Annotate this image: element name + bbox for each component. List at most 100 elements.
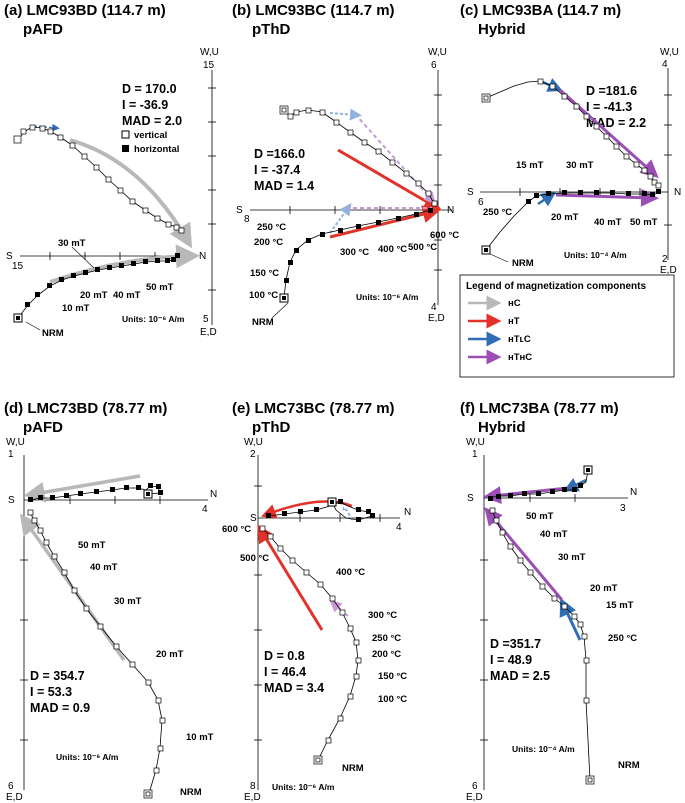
panel-d-units: Units: 10⁻⁶ A/m (56, 752, 119, 762)
panel-b-step-250c: 250 °C (257, 222, 286, 233)
panel-f-htlc-vertical-fit (559, 597, 582, 641)
panel-e-step-600c: 600 °C (222, 524, 251, 535)
panel-f-stat-mad: MAD = 2.5 (490, 669, 550, 683)
panel-e-right-value: 4 (396, 522, 402, 533)
panel-c-left-value: 6 (478, 197, 484, 208)
panel-e-stat-i: I = 46.4 (264, 665, 306, 679)
panel-d-hc-horizontal-fit (23, 474, 141, 503)
panel-c-horizontal-points (481, 189, 661, 255)
panel-d-step-30mt: 30 mT (114, 596, 142, 607)
panel-f-stat-d: D =351.7 (490, 637, 541, 651)
panel-d-stat-mad: MAD = 0.9 (30, 701, 90, 715)
panel-b-stat-mad: MAD = 1.4 (254, 179, 314, 193)
panel-b-bottom-value: 4 (431, 302, 437, 313)
filled-square-icon (122, 145, 129, 152)
panel-a-top-value: 15 (203, 60, 215, 71)
panel-c-stat-d: D =181.6 (586, 84, 637, 98)
panel-b-top-value: 6 (431, 60, 437, 71)
panel-f-step-15mt: 15 mT (606, 600, 634, 611)
panel-f-step-40mt: 40 mT (540, 529, 568, 540)
panel-b-right-label: N (447, 205, 454, 216)
panel-e-up-label: W,U (244, 437, 263, 448)
panel-e-step-300c: 300 °C (368, 610, 397, 621)
panel-f-stat-i: I = 48.9 (490, 653, 532, 667)
panel-c-vertical-points (481, 78, 662, 189)
panel-e: (e) LMC73BC (78.77 m) pThD W,U 2 S N 4 8… (222, 400, 411, 803)
panel-a-method: pAFD (23, 21, 63, 38)
panel-e-vertical-path (261, 527, 359, 761)
panel-c-bottom-value: 2 (662, 254, 668, 265)
panel-a-bottom-value: 5 (203, 314, 209, 325)
panel-a-step-20mt: 20 mT (80, 290, 108, 301)
panel-f: (f) LMC73BA (78.77 m) Hybrid W,U 1 S N 3… (460, 400, 640, 803)
panel-d-vertical-points (27, 509, 166, 799)
panel-e-bottom-value: 8 (250, 781, 256, 792)
component-legend: Legend of magnetization components ʜC ʜT… (459, 274, 675, 378)
panel-e-left-label: S (250, 513, 257, 524)
panel-a-step-10mt: 10 mT (62, 303, 90, 314)
panel-b-step-600c: 600 °C (430, 230, 459, 241)
panel-b-left-label: S (236, 205, 243, 216)
panel-e-stat-mad: MAD = 3.4 (264, 681, 324, 695)
panel-e-step-nrm: NRM (342, 763, 364, 774)
panel-d-step-20mt: 20 mT (156, 649, 184, 660)
panel-b-blue-dashed-horizontal (329, 203, 352, 234)
panel-a-vertical-path (17, 126, 182, 231)
panel-a-left-value: 15 (12, 261, 24, 272)
panel-d-top-value: 1 (8, 449, 14, 460)
panel-c: (c) LMC93BA (114.7 m) Hybrid W,U 4 S 6 N… (460, 2, 681, 276)
legend-vertical-label: vertical (134, 130, 167, 141)
panel-d-step-nrm: NRM (180, 787, 202, 798)
panel-d-horizontal-points (28, 483, 163, 502)
panel-c-units: Units: 10⁻⁴ A/m (564, 250, 627, 260)
panel-b-blue-dashed-vertical (329, 108, 362, 121)
panel-a-left-label: S (6, 251, 13, 262)
panel-a-step-30mt: 30 mT (58, 238, 86, 249)
panel-d-step-50mt: 50 mT (78, 540, 106, 551)
panel-e-blue-dashed-horizontal (342, 506, 353, 521)
panel-d-right-label: N (210, 489, 217, 500)
panel-d-bottom-value: 6 (8, 781, 14, 792)
legend-title: Legend of magnetization components (466, 281, 646, 292)
panel-b-purple-dashed-vertical (354, 113, 437, 205)
panel-f-vertical-path (491, 509, 591, 781)
panel-a-stat-d: D = 170.0 (122, 82, 177, 96)
panel-d-stat-i: I = 53.3 (30, 685, 72, 699)
panel-b-method: pThD (252, 21, 290, 38)
panel-d-up-label: W,U (6, 437, 25, 448)
panel-b-down-label: E,D (428, 313, 445, 324)
panel-f-method: Hybrid (478, 419, 526, 436)
panel-f-left-label: S (467, 493, 474, 504)
panel-c-step-250c: 250 °C (483, 207, 512, 218)
panel-c-step-nrm: NRM (512, 258, 534, 269)
panel-a: (a) LMC93BD (114.7 m) pAFD W,U 15 S 15 N… (4, 2, 219, 339)
panel-c-step-15mt: 15 mT (516, 160, 544, 171)
panel-b-step-100c: 100 °C (249, 290, 278, 301)
panel-b-step-300c: 300 °C (340, 247, 369, 258)
panel-b-left-value: 8 (244, 214, 250, 225)
panel-a-down-label: E,D (200, 327, 217, 338)
panel-f-hthc-horizontal-fit (483, 486, 569, 505)
panel-c-step-40mt: 40 mT (594, 217, 622, 228)
panel-f-title: (f) LMC73BA (78.77 m) (460, 400, 619, 417)
panel-a-step-40mt: 40 mT (113, 290, 141, 301)
panel-e-stat-d: D = 0.8 (264, 649, 305, 663)
panel-c-left-label: S (467, 187, 474, 198)
panel-f-step-50mt: 50 mT (526, 511, 554, 522)
panel-e-ht-horizontal-fit (260, 500, 353, 519)
panel-c-step-20mt: 20 mT (551, 212, 579, 223)
panel-b-title: (b) LMC93BC (114.7 m) (232, 2, 395, 19)
panel-f-right-value: 3 (620, 503, 626, 514)
panel-a-step-50mt: 50 mT (146, 282, 174, 293)
panel-f-vertical-points (489, 507, 595, 785)
panel-c-step-30mt: 30 mT (566, 160, 594, 171)
panel-b-stat-i: I = -37.4 (254, 163, 300, 177)
panel-d-title: (d) LMC73BD (78.77 m) (4, 400, 167, 417)
panel-a-horizontal-points (13, 253, 180, 323)
panel-c-title: (c) LMC93BA (114.7 m) (460, 2, 621, 19)
panel-e-step-250c: 250 °C (372, 633, 401, 644)
panel-f-units: Units: 10⁻⁴ A/m (512, 744, 575, 754)
open-square-icon (121, 130, 130, 139)
panel-c-horizontal-path (485, 192, 659, 251)
